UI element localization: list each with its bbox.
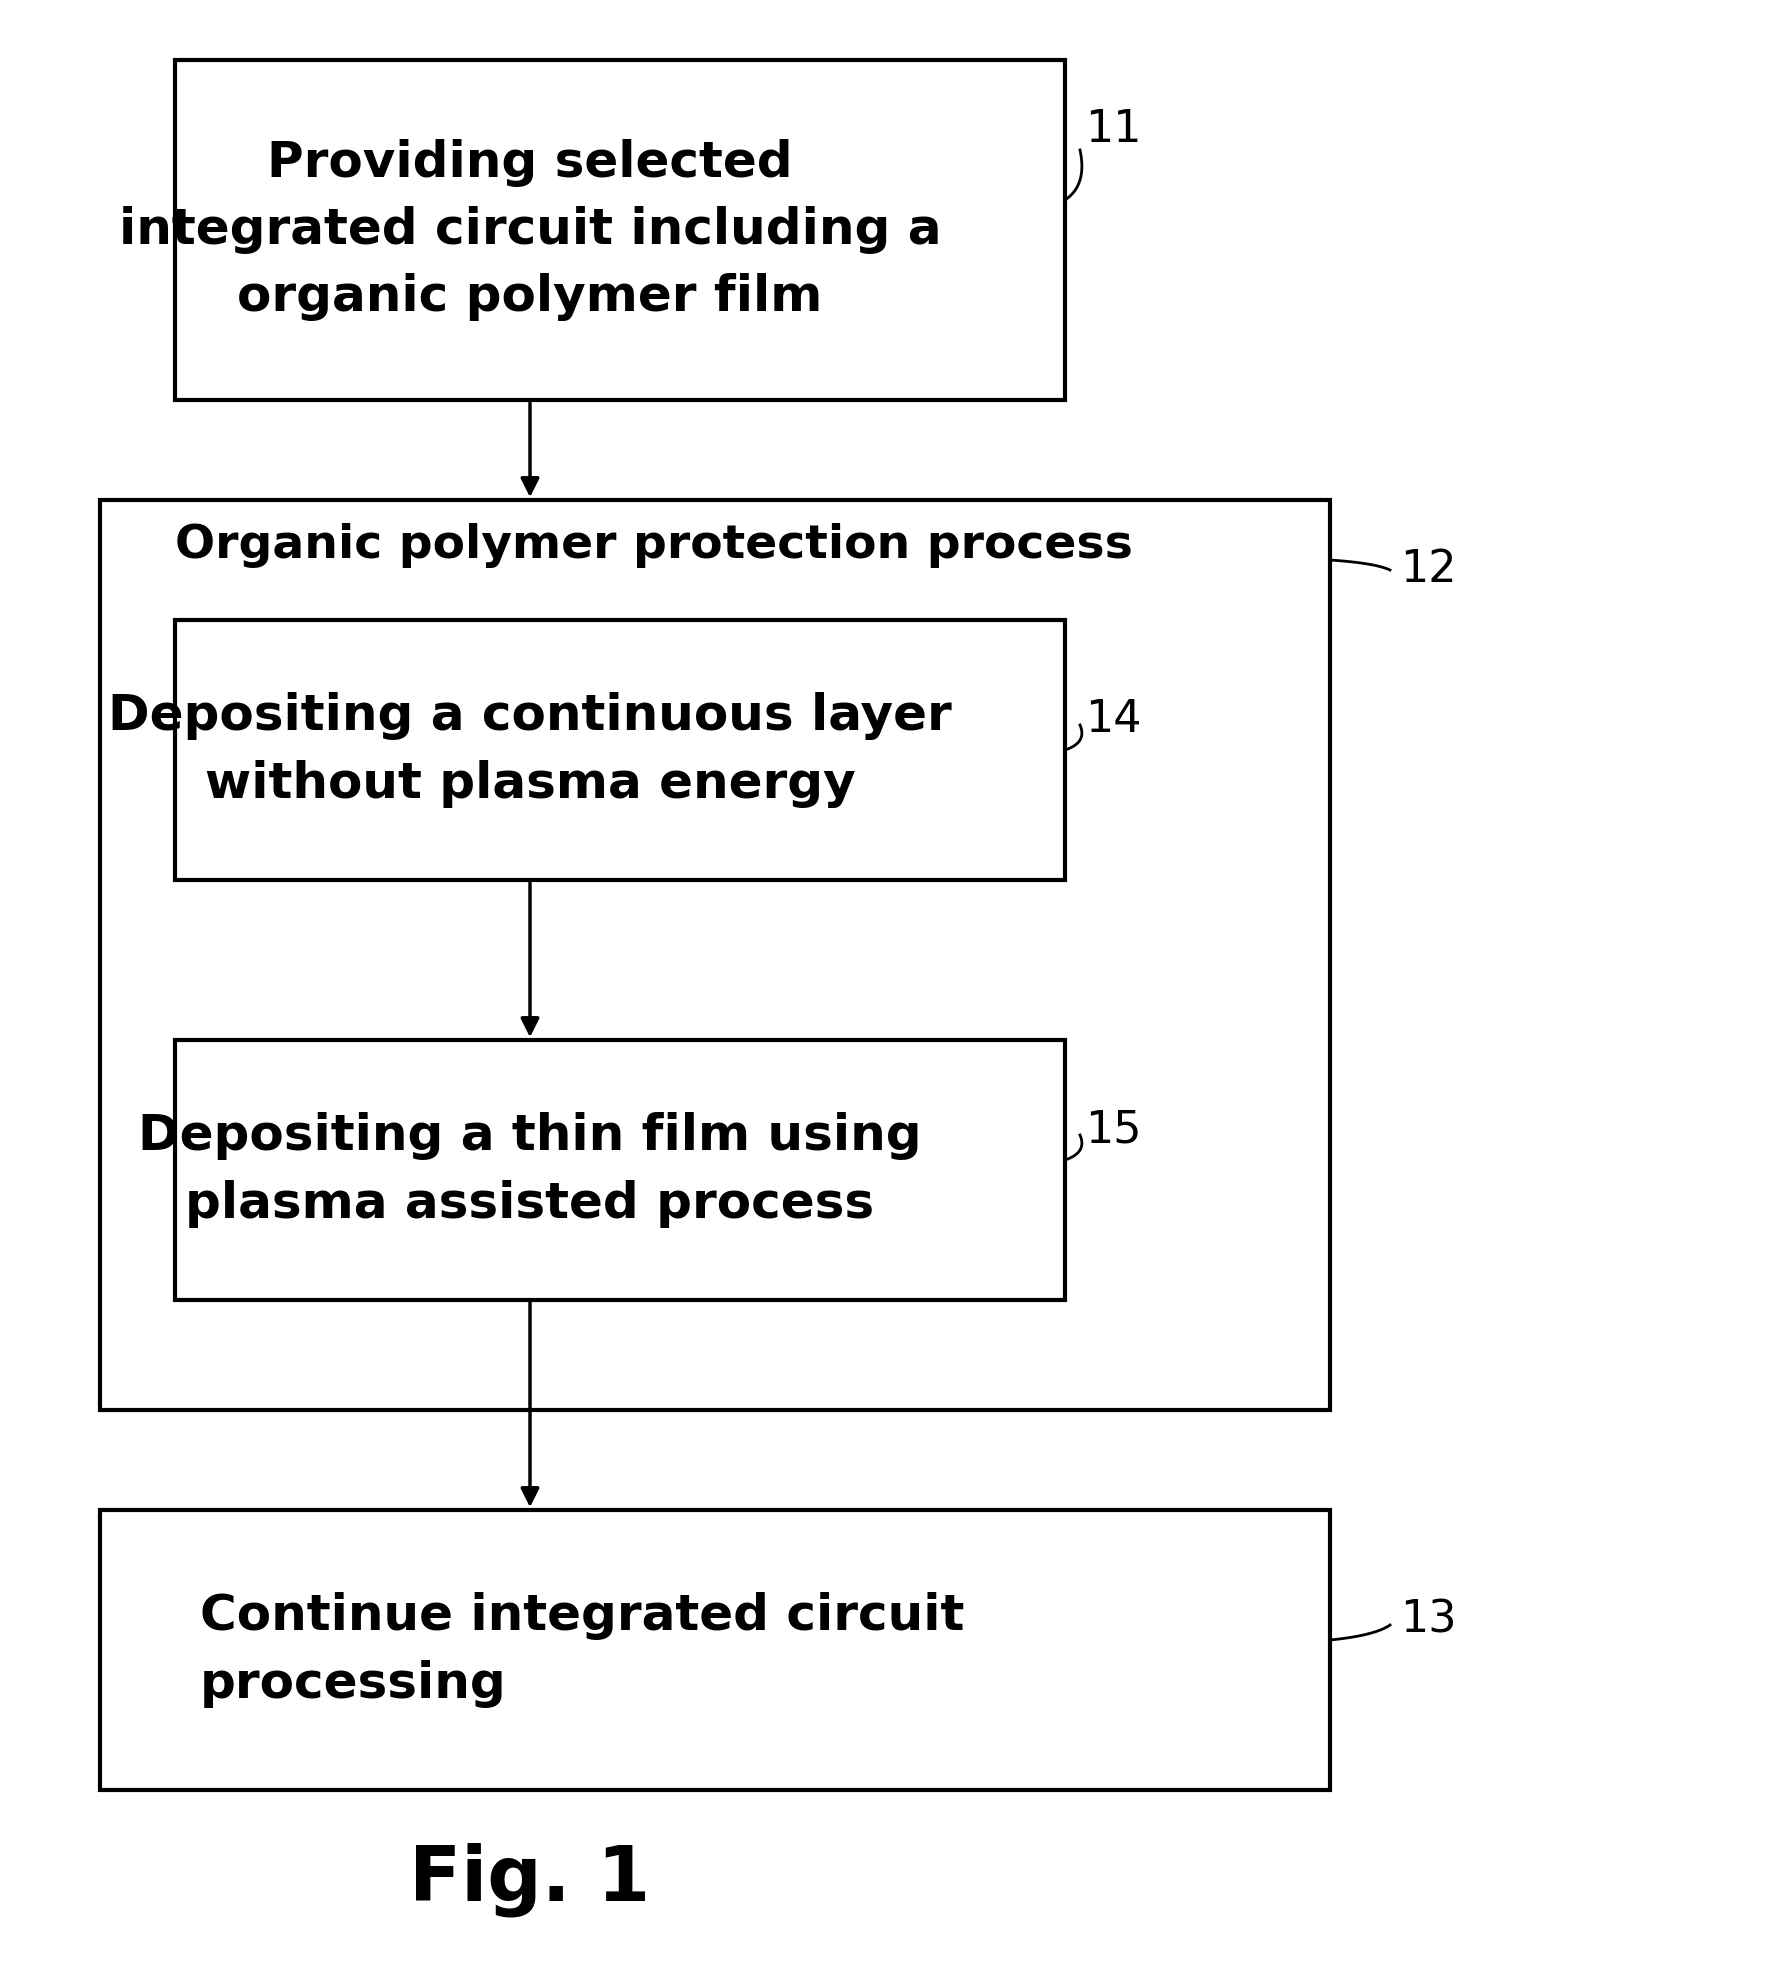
Bar — [175, 621, 1064, 881]
Text: Depositing a continuous layer
without plasma energy: Depositing a continuous layer without pl… — [108, 693, 951, 808]
Bar — [101, 500, 1330, 1411]
Text: Organic polymer protection process: Organic polymer protection process — [175, 522, 1133, 567]
Text: Providing selected
integrated circuit including a
organic polymer film: Providing selected integrated circuit in… — [118, 140, 941, 321]
Text: Depositing a thin film using
plasma assisted process: Depositing a thin film using plasma assi… — [138, 1113, 921, 1227]
Text: 13: 13 — [1400, 1598, 1457, 1641]
Bar — [175, 1040, 1064, 1300]
Text: 12: 12 — [1400, 548, 1457, 591]
Text: 14: 14 — [1086, 699, 1142, 741]
Text: 15: 15 — [1086, 1109, 1142, 1152]
Text: Fig. 1: Fig. 1 — [410, 1842, 651, 1917]
Text: 11: 11 — [1086, 108, 1142, 152]
Bar — [175, 59, 1064, 400]
Text: Continue integrated circuit
processing: Continue integrated circuit processing — [200, 1592, 964, 1708]
Bar — [101, 1509, 1330, 1791]
